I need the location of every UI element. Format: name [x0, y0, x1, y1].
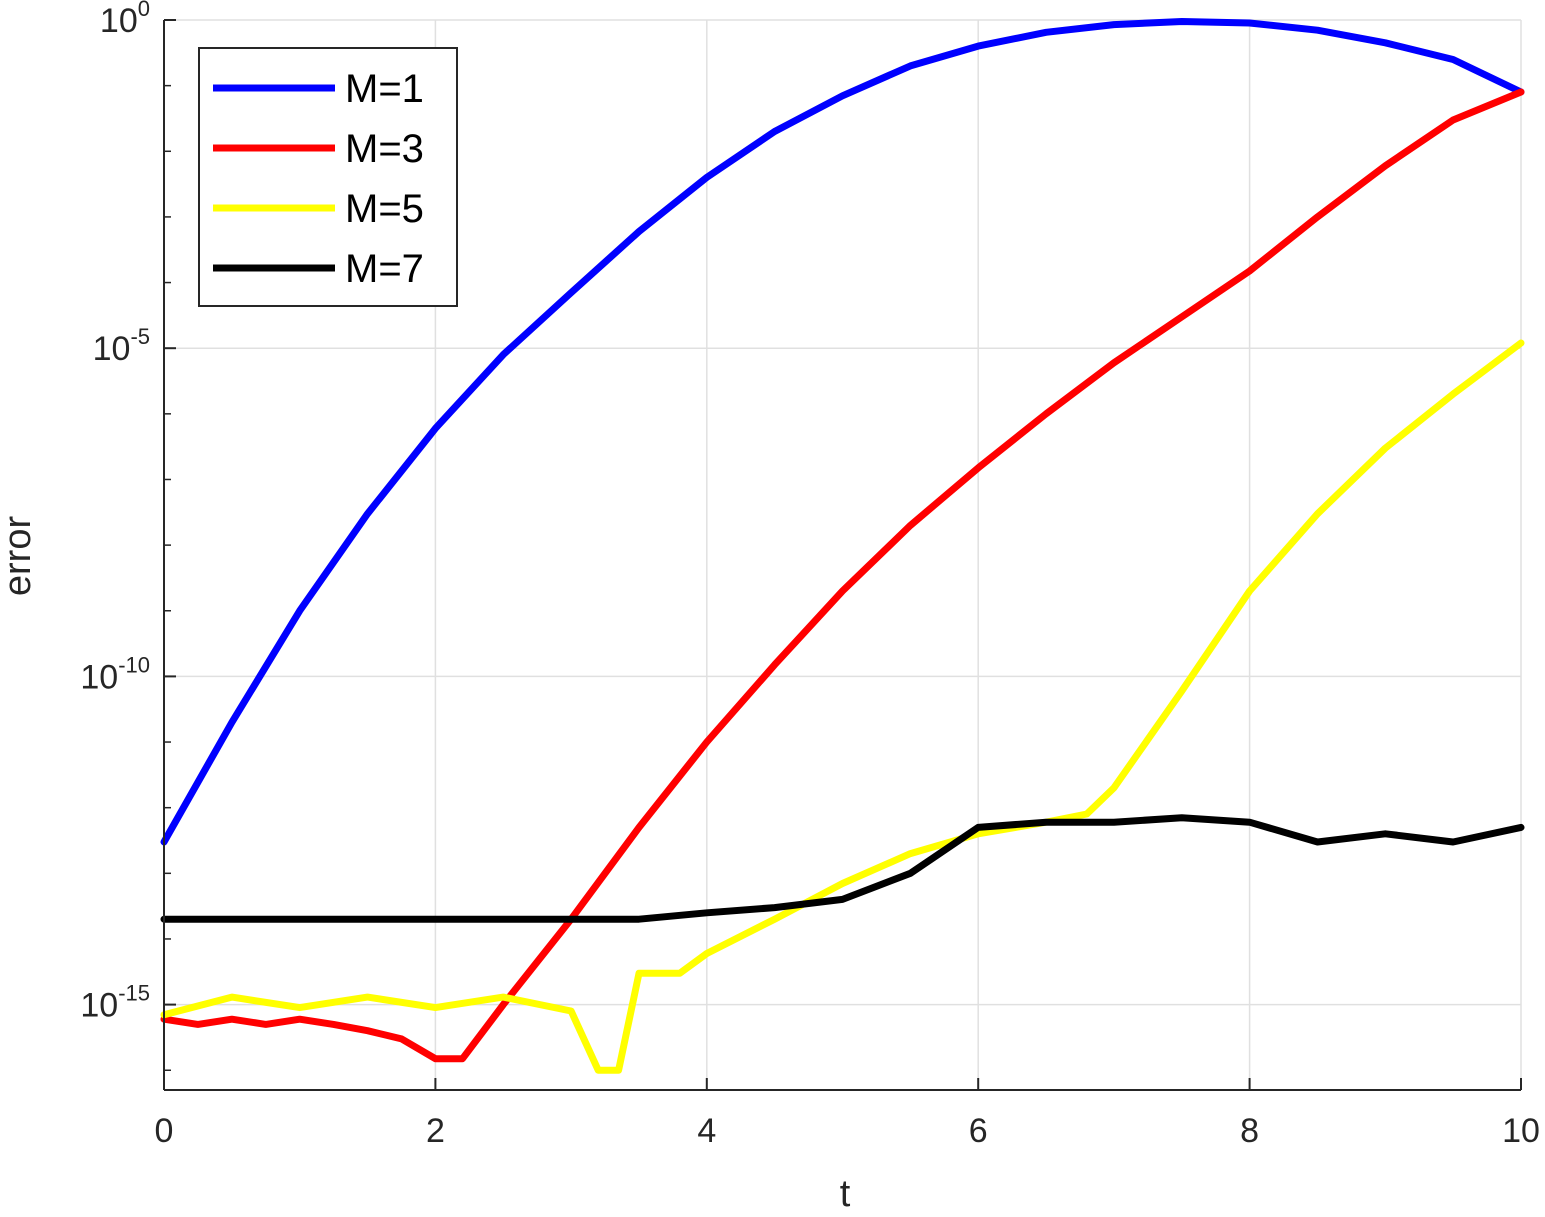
y-tick-label: 10-5	[93, 324, 150, 368]
ticks-layer: 0 2 4 6 8 10 10-15 10-10 10-5 100	[80, 0, 1540, 1150]
series-line-m1	[160, 18, 1525, 846]
x-tick-label: 8	[1240, 1112, 1259, 1150]
series-line-m7	[160, 814, 1525, 923]
legend-label: M=7	[345, 247, 424, 291]
legend: M=1 M=3 M=5 M=7	[198, 47, 458, 307]
legend-label: M=3	[345, 127, 424, 171]
grid	[163, 19, 1522, 1090]
series-layer	[160, 18, 1525, 1074]
y-tick-label: 10-10	[80, 652, 150, 696]
y-tick-label: 100	[100, 0, 150, 40]
series-line-m3	[160, 88, 1525, 1063]
x-tick-label: 0	[155, 1112, 174, 1150]
x-tick-label: 10	[1502, 1112, 1540, 1150]
x-tick-label: 4	[697, 1112, 716, 1150]
y-axis-label: error	[0, 516, 39, 597]
legend-label: M=1	[345, 67, 424, 111]
axes-layer	[163, 20, 1521, 1091]
x-tick-label: 2	[426, 1112, 445, 1150]
x-tick-label: 6	[969, 1112, 988, 1150]
series-line-m5	[160, 339, 1525, 1074]
legend-label: M=5	[345, 187, 424, 231]
y-tick-label: 10-15	[80, 981, 150, 1025]
x-axis-label: t	[840, 1173, 851, 1215]
